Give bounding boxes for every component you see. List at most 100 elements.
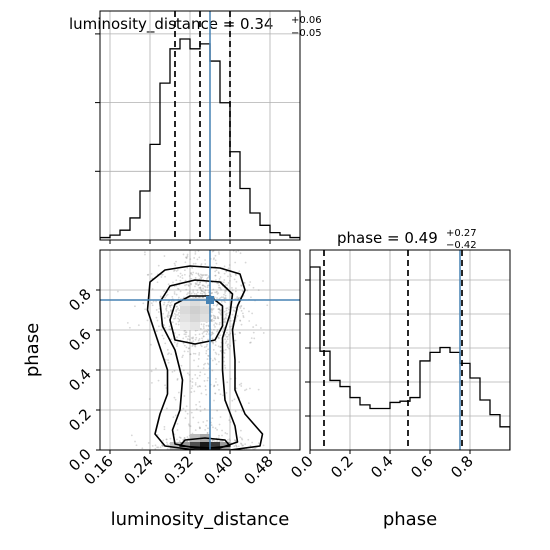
- scatter-point: [206, 284, 209, 287]
- scatter-point: [165, 407, 168, 410]
- scatter-point: [175, 305, 178, 308]
- scatter-point: [176, 379, 179, 381]
- scatter-point: [144, 308, 147, 311]
- scatter-point: [206, 362, 209, 365]
- scatter-point: [241, 290, 244, 293]
- scatter-point: [172, 281, 174, 284]
- phase-histogram-step: [310, 266, 510, 450]
- scatter-point: [206, 343, 209, 346]
- scatter-point: [249, 387, 251, 390]
- scatter-point: [173, 292, 176, 295]
- scatter-point: [191, 381, 194, 384]
- scatter-point: [178, 309, 181, 312]
- scatter-point: [211, 417, 214, 420]
- scatter-point: [211, 331, 214, 334]
- scatter-point: [220, 314, 222, 316]
- scatter-point: [156, 319, 159, 322]
- scatter-point: [141, 447, 144, 450]
- scatter-point: [215, 304, 218, 307]
- scatter-point: [223, 310, 226, 313]
- scatter-point: [204, 330, 206, 333]
- scatter-point: [249, 281, 252, 283]
- scatter-point: [192, 296, 194, 299]
- scatter-point: [182, 337, 185, 340]
- scatter-point: [243, 281, 246, 284]
- scatter-point: [207, 275, 210, 278]
- scatter-point: [231, 323, 234, 325]
- density-cell: [200, 306, 210, 314]
- scatter-point: [211, 333, 213, 336]
- scatter-point: [167, 352, 170, 355]
- scatter-point: [222, 327, 225, 330]
- scatter-point: [147, 273, 150, 276]
- scatter-point: [216, 315, 219, 318]
- scatter-point: [210, 292, 213, 295]
- scatter-point: [229, 325, 231, 328]
- scatter-point: [220, 350, 223, 352]
- scatter-point: [192, 262, 195, 265]
- scatter-point: [207, 348, 210, 351]
- scatter-point: [164, 326, 167, 329]
- scatter-point: [170, 353, 173, 356]
- scatter-point: [249, 444, 252, 447]
- scatter-point: [167, 316, 170, 318]
- scatter-point: [215, 377, 217, 380]
- scatter-point: [226, 381, 229, 384]
- scatter-point: [174, 317, 177, 320]
- scatter-point: [195, 336, 198, 339]
- scatter-point: [185, 283, 188, 286]
- scatter-point: [214, 322, 217, 325]
- scatter-point: [211, 359, 214, 362]
- scatter-point: [199, 276, 202, 278]
- scatter-point: [199, 281, 201, 284]
- scatter-point: [144, 253, 146, 256]
- scatter-point: [156, 281, 159, 284]
- scatter-point: [207, 354, 209, 357]
- scatter-point: [182, 407, 185, 410]
- scatter-point: [243, 307, 245, 310]
- lum-title-plus: +0.06: [291, 15, 322, 26]
- scatter-point: [218, 277, 221, 280]
- scatter-point: [225, 314, 228, 317]
- scatter-point: [217, 317, 220, 320]
- scatter-point: [205, 393, 208, 396]
- scatter-point: [214, 440, 216, 443]
- scatter-point: [235, 280, 238, 283]
- scatter-point: [155, 367, 157, 370]
- scatter-point: [224, 284, 227, 287]
- scatter-point: [224, 342, 227, 344]
- scatter-point: [216, 383, 219, 386]
- scatter-point: [229, 377, 232, 380]
- scatter-point: [198, 278, 201, 280]
- scatter-point: [191, 378, 194, 380]
- scatter-point: [169, 304, 171, 307]
- scatter-point: [206, 331, 209, 333]
- scatter-point: [260, 327, 262, 329]
- scatter-point: [240, 382, 243, 385]
- scatter-point: [194, 374, 197, 376]
- scatter-point: [185, 335, 187, 338]
- scatter-point: [201, 332, 204, 335]
- scatter-point: [171, 300, 173, 303]
- scatter-point: [184, 333, 187, 336]
- scatter-point: [212, 348, 215, 351]
- scatter-point: [247, 438, 250, 441]
- scatter-point: [239, 252, 242, 255]
- contour-line: [169, 295, 224, 345]
- scatter-point: [233, 278, 236, 281]
- scatter-point: [173, 396, 176, 399]
- scatter-point: [214, 351, 217, 354]
- scatter-point: [216, 330, 218, 333]
- scatter-point: [157, 446, 160, 449]
- scatter-point: [128, 326, 131, 329]
- scatter-point: [179, 290, 182, 293]
- scatter-point: [188, 373, 191, 376]
- scatter-point: [169, 301, 172, 304]
- scatter-point: [146, 273, 149, 276]
- scatter-point: [194, 352, 197, 355]
- scatter-point: [157, 325, 160, 328]
- scatter-point: [214, 325, 216, 328]
- scatter-point: [227, 308, 230, 311]
- ylabel-phase: phase: [22, 323, 43, 377]
- scatter-point: [207, 325, 210, 328]
